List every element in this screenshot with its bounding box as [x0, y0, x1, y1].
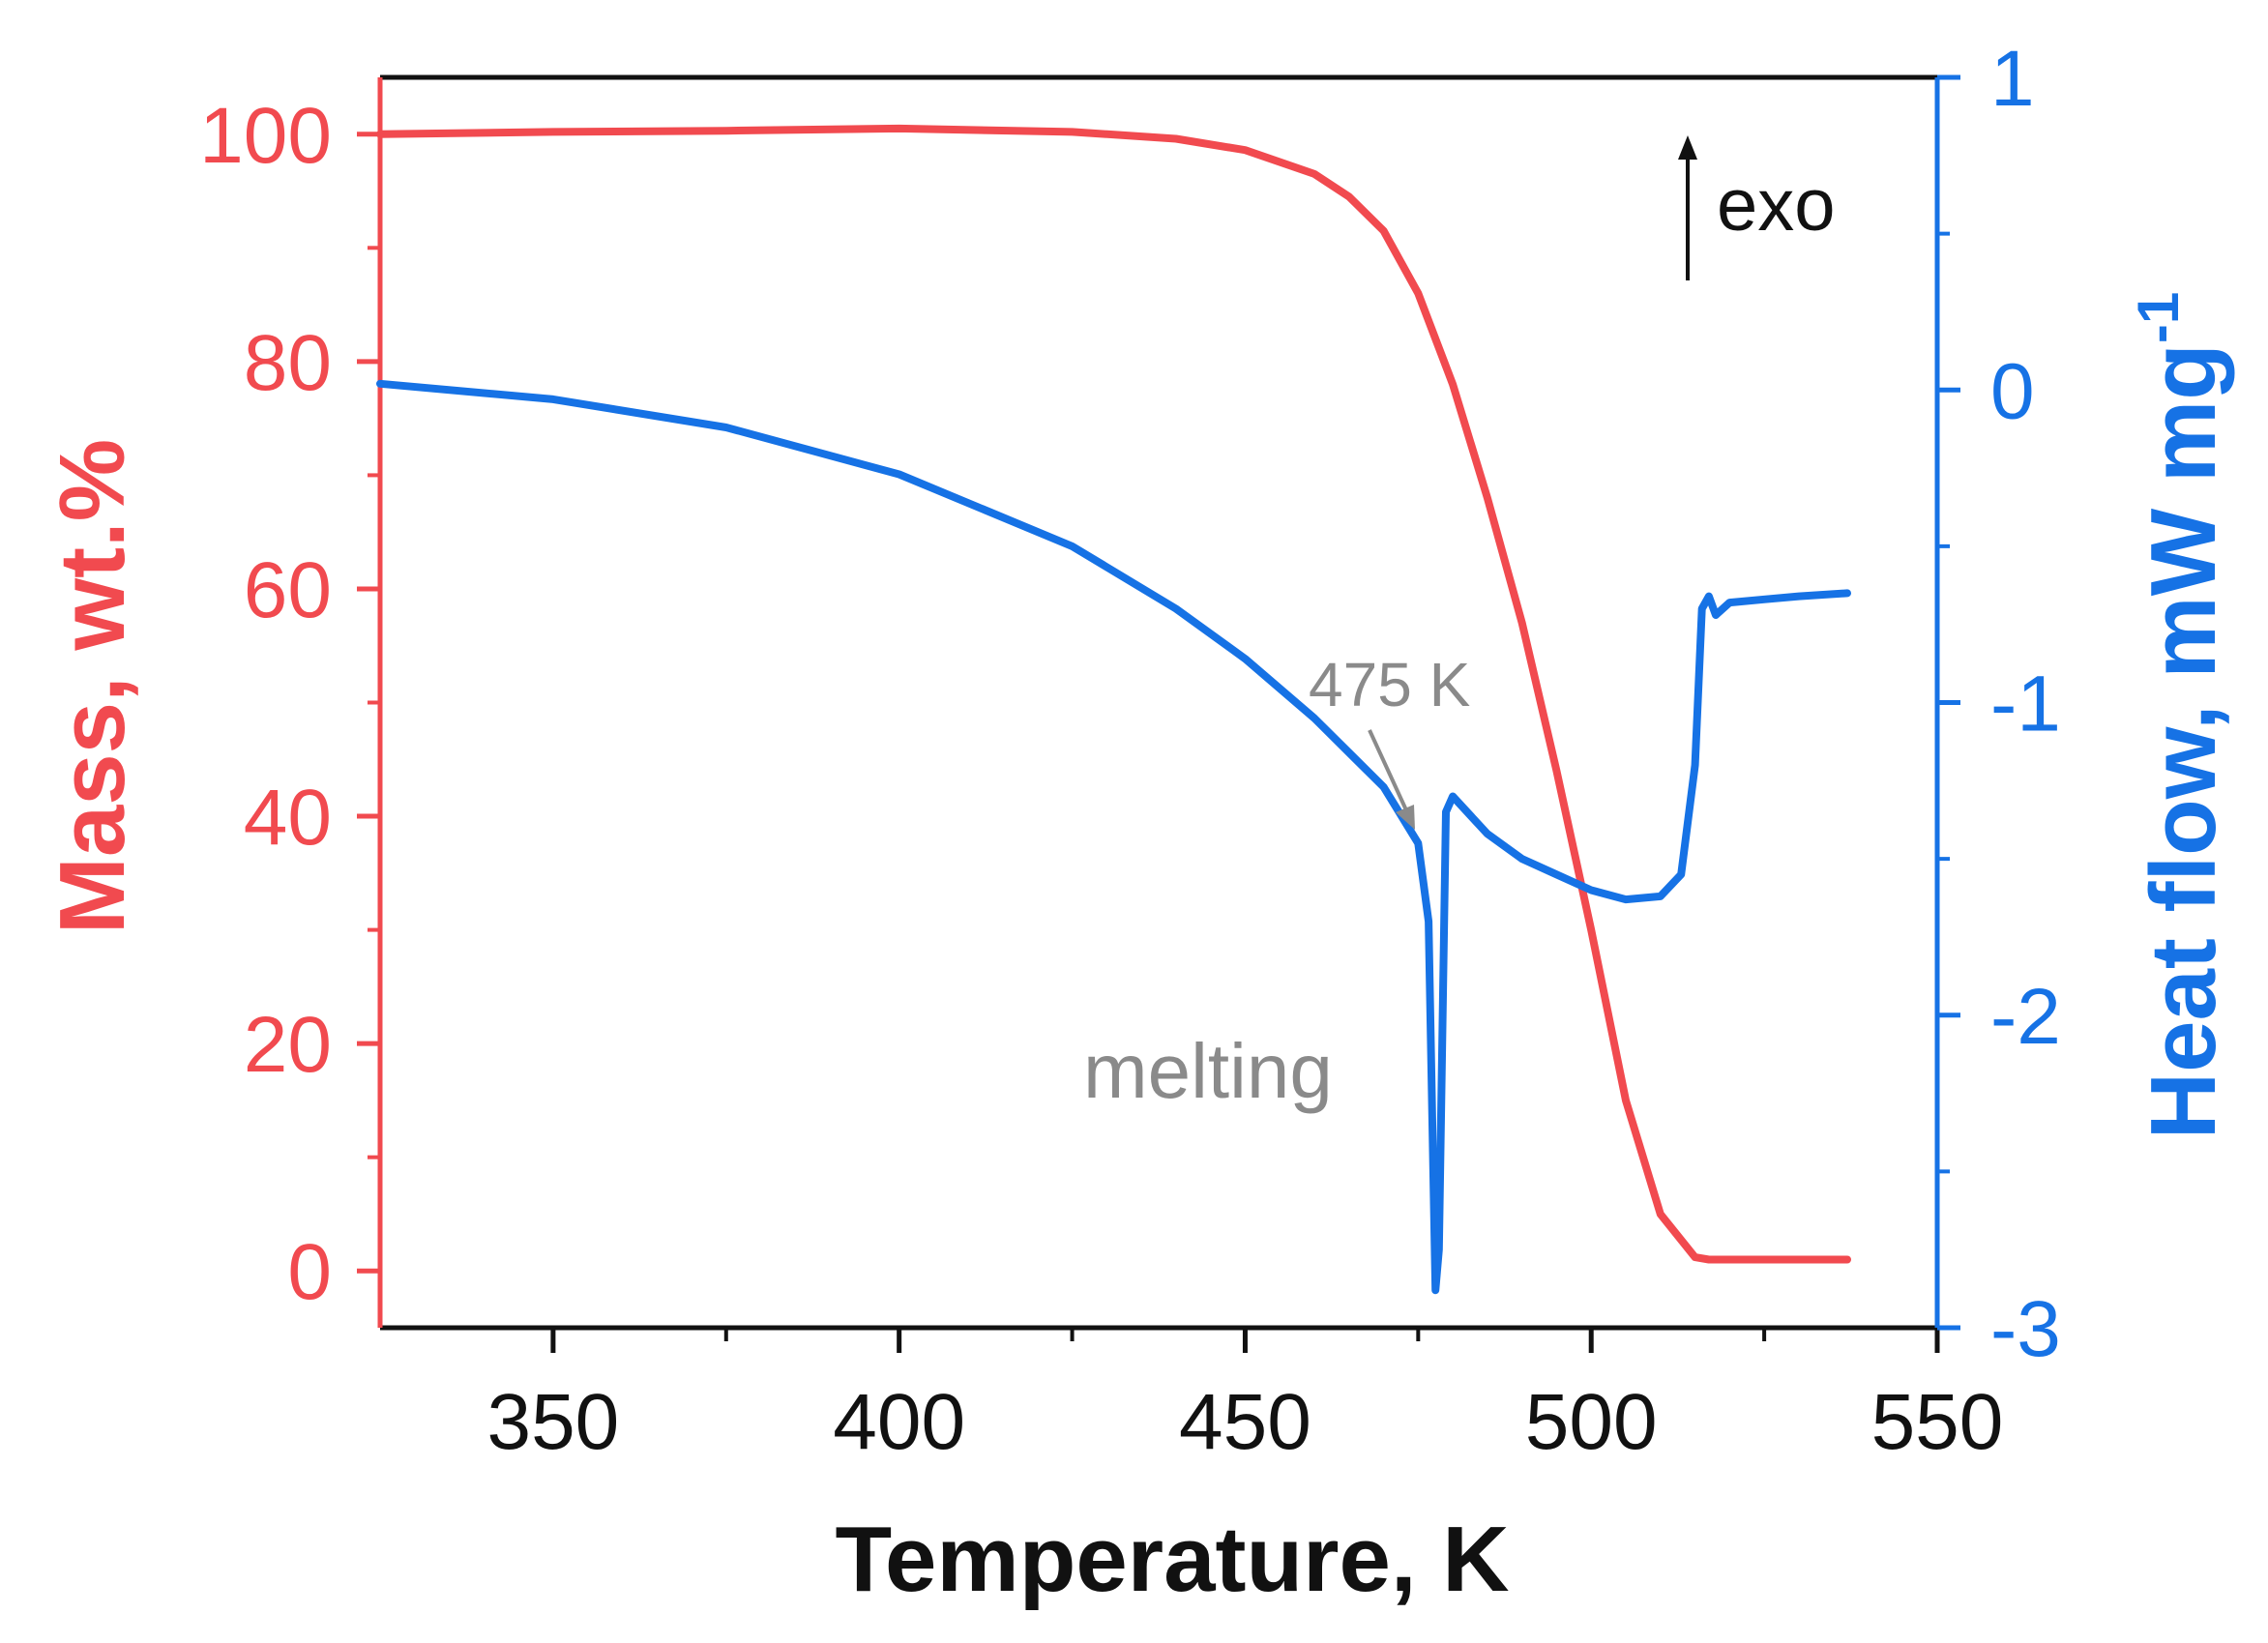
- x-axis-title: Temperature, K: [835, 1508, 1509, 1611]
- x-tick-label: 450: [1179, 1378, 1311, 1466]
- left-tick-label: 100: [199, 92, 332, 180]
- right-tick-label: -3: [1990, 1285, 2061, 1373]
- right-axis-title-superscript: -1: [2126, 292, 2191, 343]
- right-tick-label: -1: [1990, 660, 2061, 748]
- x-axis-ticks: 350 400 450 500 550: [486, 1328, 2003, 1466]
- melting-label: melting: [1083, 1028, 1333, 1114]
- right-tick-label: 0: [1990, 347, 2035, 435]
- peak-arrow-shaft: [1368, 729, 1409, 813]
- peak-annotation: 475 K: [1309, 650, 1470, 830]
- right-axis-title-main: Heat flow, mW mg: [2132, 343, 2235, 1139]
- exo-indicator: exo: [1678, 135, 1836, 280]
- exo-label: exo: [1717, 164, 1836, 247]
- peak-label: 475 K: [1309, 650, 1470, 719]
- x-tick-label: 500: [1525, 1378, 1658, 1466]
- x-tick-label: 400: [833, 1378, 965, 1466]
- left-axis-title: Mass, wt.%: [41, 439, 144, 934]
- left-tick-label: 80: [244, 319, 332, 407]
- right-axis-title: Heat flow, mW mg-1: [2126, 292, 2235, 1139]
- x-tick-label: 550: [1871, 1378, 2004, 1466]
- peak-arrow-head-icon: [1396, 805, 1415, 830]
- x-tick-label: 350: [486, 1378, 619, 1466]
- left-tick-label: 40: [244, 774, 332, 862]
- left-tick-label: 0: [287, 1228, 332, 1316]
- left-axis-ticks: 0 20 40 60 80 100: [199, 92, 380, 1316]
- right-tick-label: -2: [1990, 973, 2061, 1061]
- mass-series-line: [376, 124, 1851, 1264]
- left-tick-label: 60: [244, 546, 332, 634]
- heat-flow-series-line: [376, 379, 1851, 1295]
- right-tick-label: 1: [1990, 35, 2035, 123]
- left-tick-label: 20: [244, 1001, 332, 1089]
- right-axis-ticks: -3 -2 -1 0 1: [1937, 35, 2061, 1373]
- exo-arrow-head-icon: [1678, 135, 1697, 160]
